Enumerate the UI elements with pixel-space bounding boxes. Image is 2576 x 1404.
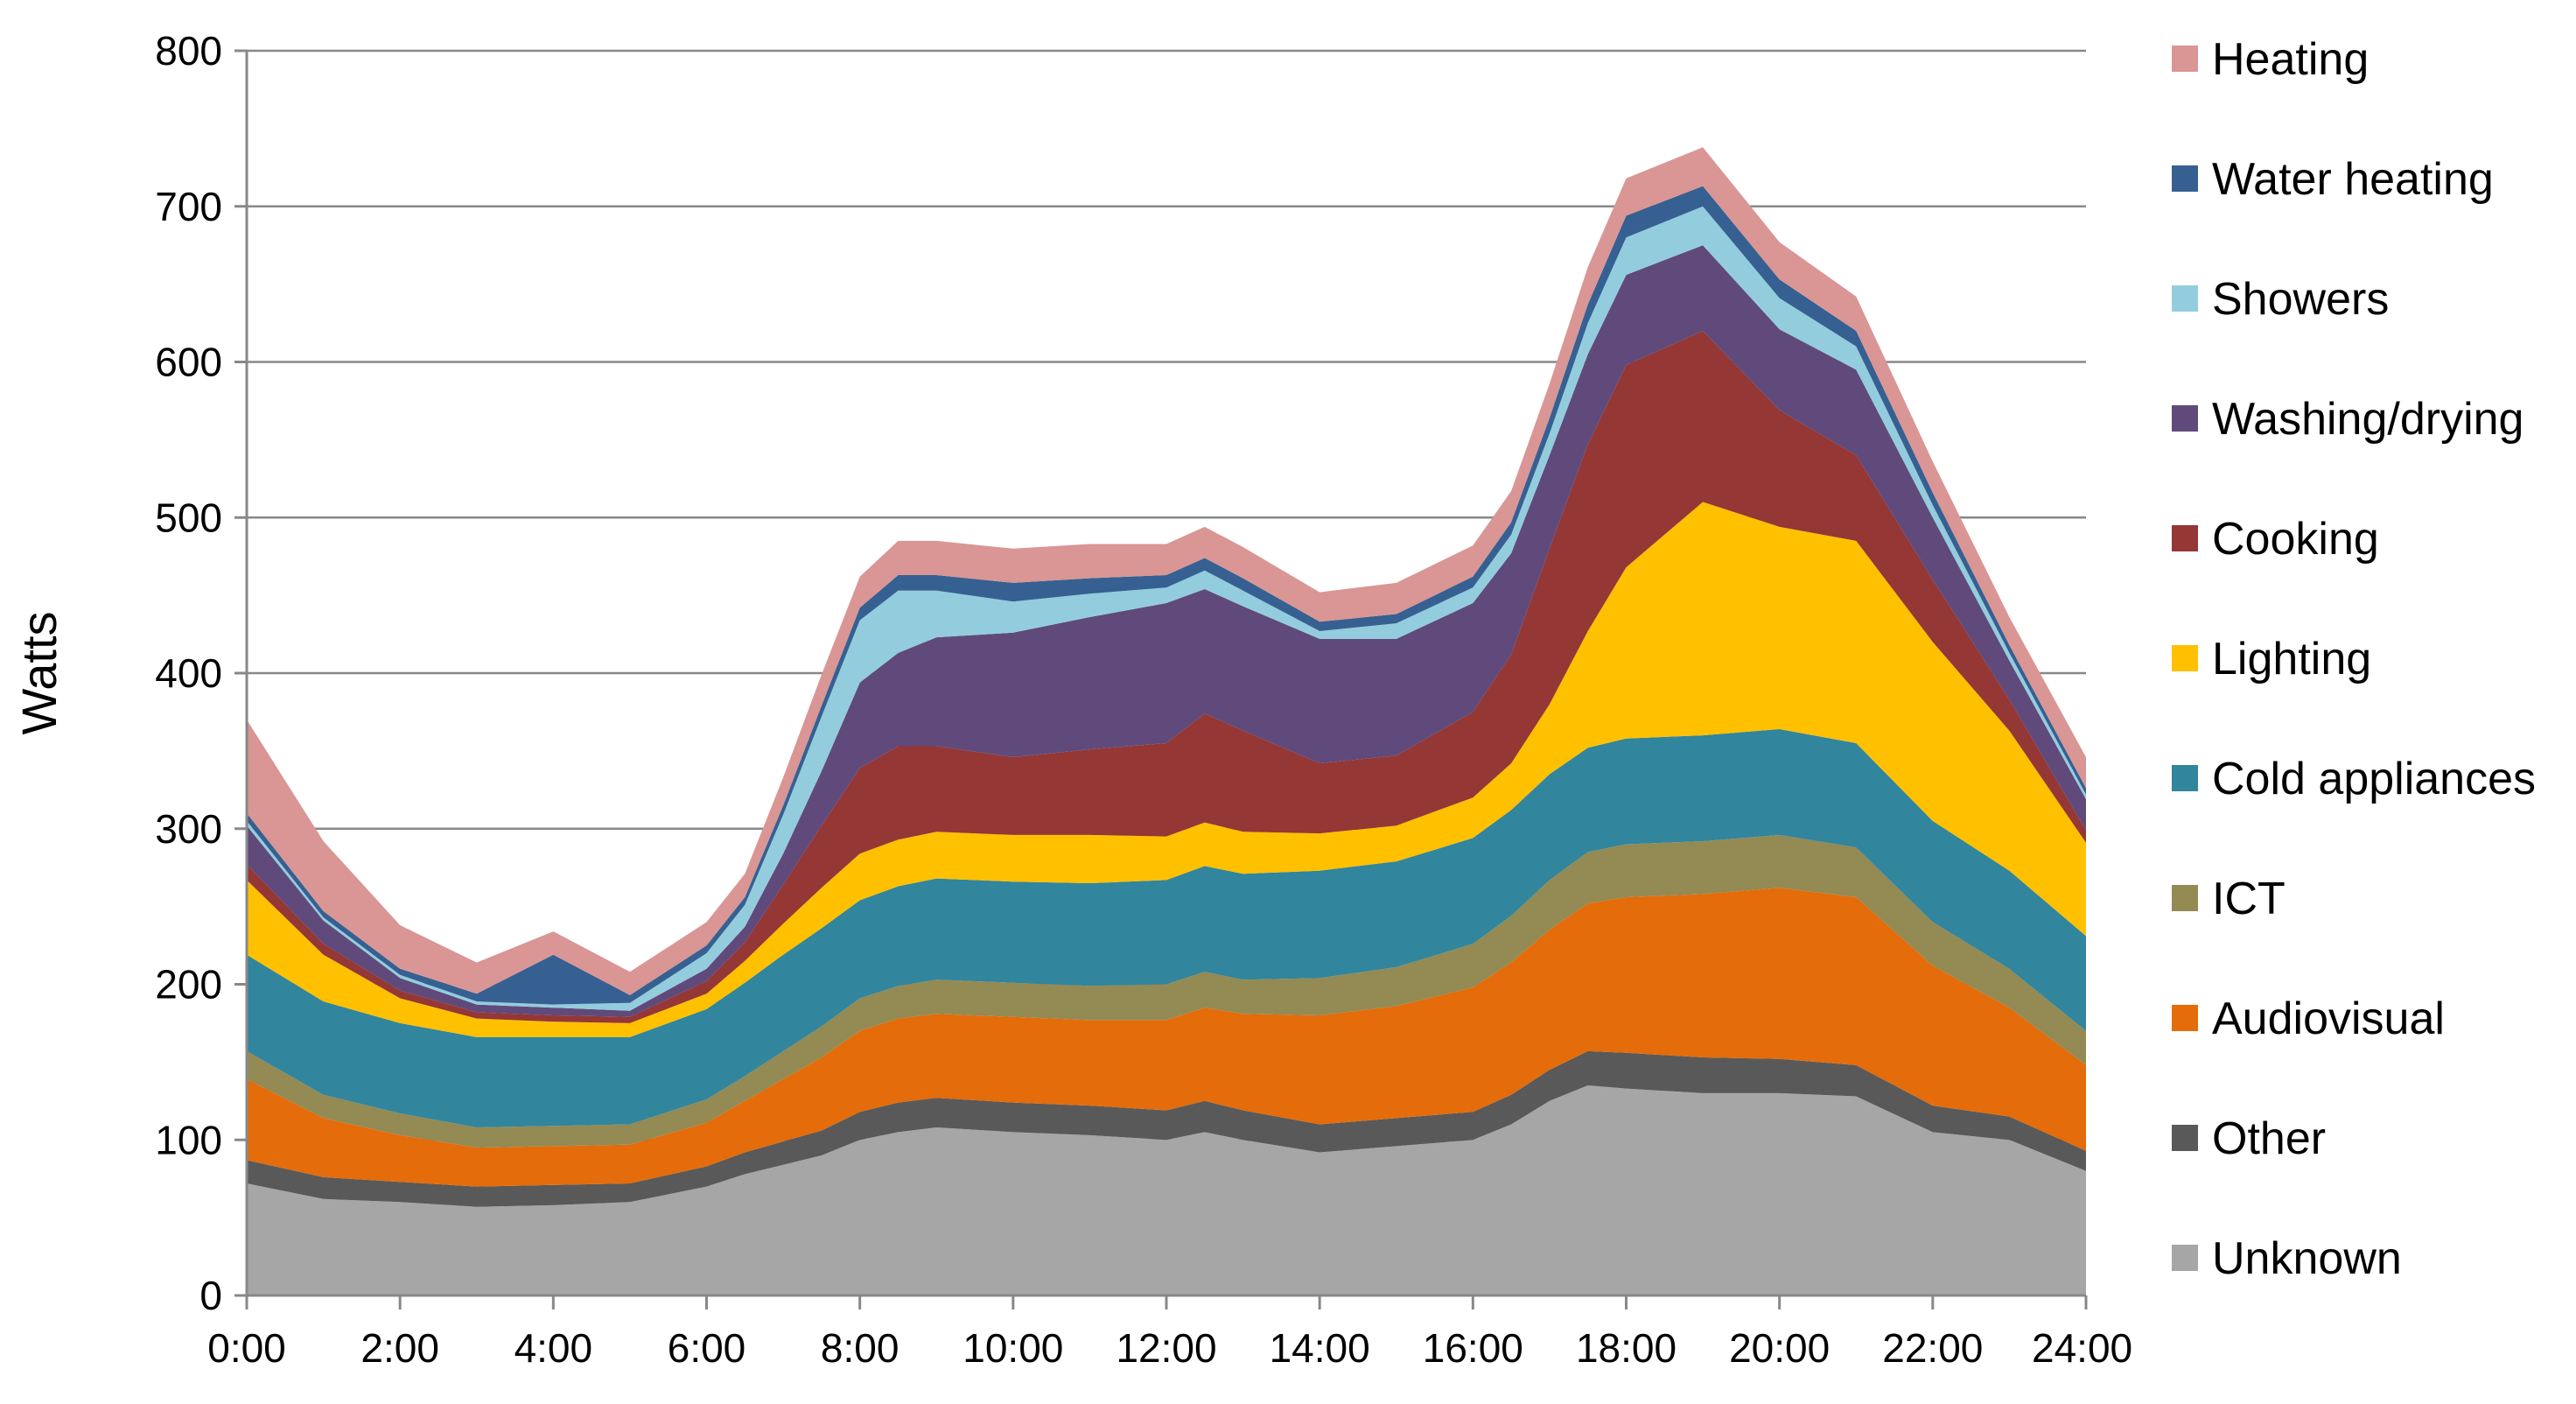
legend-label: Lighting: [2212, 634, 2371, 684]
y-tick-label: 600: [155, 340, 222, 385]
x-tick-label: 8:00: [821, 1325, 900, 1371]
area-series: [247, 147, 2086, 1295]
x-tick-label: 14:00: [1270, 1325, 1370, 1371]
y-tick-label: 0: [200, 1273, 222, 1318]
area-ict: [247, 834, 2086, 1148]
x-tick-label: 16:00: [1423, 1325, 1523, 1371]
legend-label: Audiovisual: [2212, 993, 2445, 1044]
legend-swatch: [2172, 645, 2198, 671]
y-tick-label: 500: [155, 495, 222, 540]
y-axis-ticks: 0 100 200 300 400 500 600 700 800: [155, 28, 247, 1318]
x-tick-label: 12:00: [1116, 1325, 1216, 1371]
area-audiovisual: [247, 888, 2086, 1187]
x-tick-label: 0:00: [207, 1325, 286, 1371]
legend-swatch: [2172, 405, 2198, 432]
area-other: [247, 1050, 2086, 1207]
y-tick-label: 100: [155, 1117, 222, 1162]
legend-label: Cold appliances: [2212, 754, 2536, 804]
legend-swatch: [2172, 1005, 2198, 1031]
legend-swatch: [2172, 765, 2198, 791]
x-tick-label: 24:00: [2032, 1325, 2132, 1371]
legend-label: Washing/drying: [2212, 394, 2524, 445]
legend-swatch: [2172, 1125, 2198, 1151]
area-unknown: [247, 1085, 2086, 1295]
y-tick-label: 400: [155, 650, 222, 696]
legend-label: Heating: [2212, 34, 2369, 85]
legend-label: Water heating: [2212, 154, 2494, 205]
y-tick-label: 300: [155, 806, 222, 852]
legend-swatch: [2172, 885, 2198, 911]
x-axis-ticks: 0:00 2:00 4:00 6:00 8:00 10:00 12:00 14:00 16:00…: [207, 1295, 2132, 1371]
x-tick-label: 10:00: [962, 1325, 1063, 1371]
legend: Heating Water heating Showers Washing/dryin…: [2172, 34, 2536, 1284]
x-tick-label: 22:00: [1882, 1325, 1983, 1371]
x-tick-label: 2:00: [360, 1325, 439, 1371]
legend-swatch: [2172, 1245, 2198, 1271]
area-lighting: [247, 502, 2086, 1037]
area-washing-drying: [247, 245, 2086, 1017]
legend-label: Unknown: [2212, 1233, 2402, 1284]
y-axis-title: Watts: [11, 611, 66, 734]
legend-label: Showers: [2212, 274, 2389, 325]
x-tick-label: 4:00: [514, 1325, 593, 1371]
x-tick-label: 6:00: [668, 1325, 746, 1371]
legend-label: Other: [2212, 1113, 2326, 1164]
x-tick-label: 20:00: [1729, 1325, 1830, 1371]
legend-label: Cooking: [2212, 514, 2379, 565]
legend-swatch: [2172, 525, 2198, 551]
legend-swatch: [2172, 285, 2198, 312]
x-tick-label: 18:00: [1576, 1325, 1676, 1371]
area-heating: [247, 147, 2086, 995]
legend-swatch: [2172, 46, 2198, 72]
legend-label: ICT: [2212, 874, 2286, 924]
y-tick-label: 800: [155, 28, 222, 74]
area-cold-appliances: [247, 729, 2086, 1127]
y-tick-label: 200: [155, 962, 222, 1007]
y-tick-label: 700: [155, 184, 222, 229]
area-cooking: [247, 331, 2086, 1023]
legend-swatch: [2172, 165, 2198, 192]
